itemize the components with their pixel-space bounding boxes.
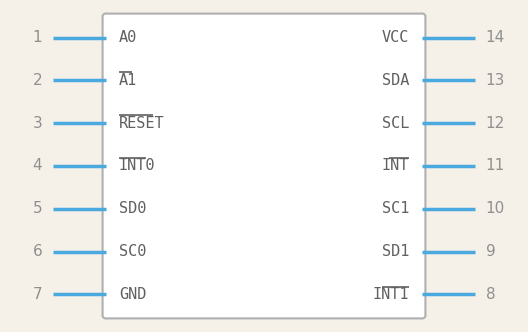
Text: A0: A0 xyxy=(119,30,137,45)
Text: 7: 7 xyxy=(33,287,42,302)
Text: INT0: INT0 xyxy=(119,158,155,174)
Text: SC0: SC0 xyxy=(119,244,146,259)
Text: INT: INT xyxy=(382,158,409,174)
Text: 10: 10 xyxy=(486,201,505,216)
Text: SCL: SCL xyxy=(382,116,409,131)
Text: 3: 3 xyxy=(33,116,42,131)
Text: 13: 13 xyxy=(486,73,505,88)
Text: 2: 2 xyxy=(33,73,42,88)
Text: 6: 6 xyxy=(33,244,42,259)
Text: INT1: INT1 xyxy=(373,287,409,302)
Text: RESET: RESET xyxy=(119,116,164,131)
Text: SD1: SD1 xyxy=(382,244,409,259)
Text: 4: 4 xyxy=(33,158,42,174)
Text: A1: A1 xyxy=(119,73,137,88)
FancyBboxPatch shape xyxy=(102,14,426,318)
Text: 11: 11 xyxy=(486,158,505,174)
Text: 8: 8 xyxy=(486,287,495,302)
Text: GND: GND xyxy=(119,287,146,302)
Text: 12: 12 xyxy=(486,116,505,131)
Text: 9: 9 xyxy=(486,244,495,259)
Text: 5: 5 xyxy=(33,201,42,216)
Text: SDA: SDA xyxy=(382,73,409,88)
Text: SC1: SC1 xyxy=(382,201,409,216)
Text: SD0: SD0 xyxy=(119,201,146,216)
Text: 14: 14 xyxy=(486,30,505,45)
Text: 1: 1 xyxy=(33,30,42,45)
Text: VCC: VCC xyxy=(382,30,409,45)
